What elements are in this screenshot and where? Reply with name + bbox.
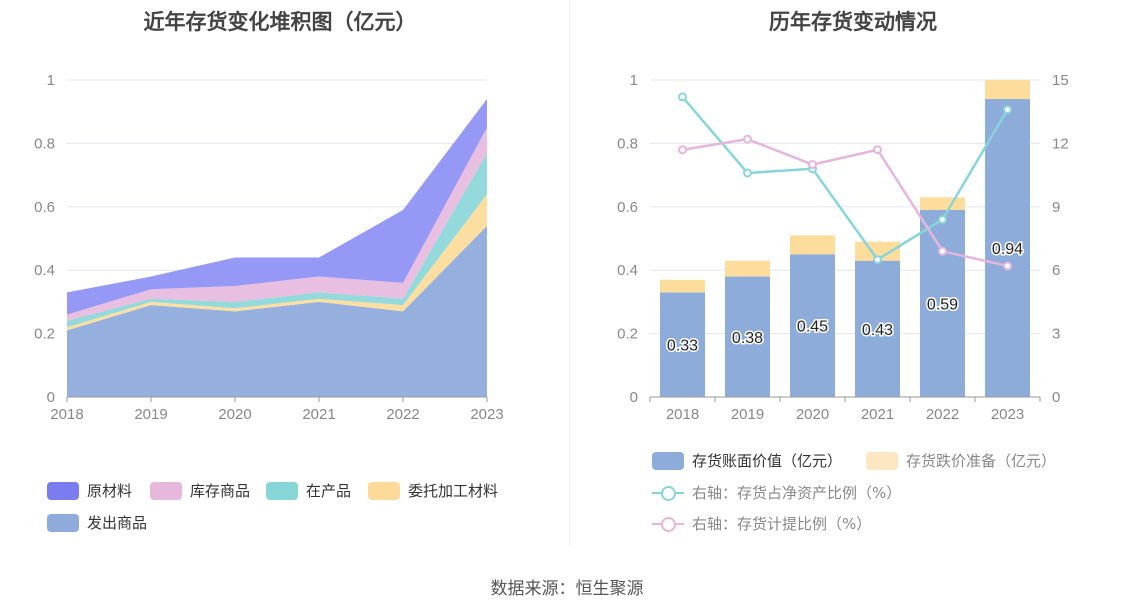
legend-label: 发出商品 xyxy=(87,514,148,532)
line-series-0 xyxy=(681,96,1009,262)
bar-1 xyxy=(985,80,1030,100)
line-point xyxy=(938,246,947,256)
y-tick-label: 0 xyxy=(630,389,638,406)
right-chart-title: 历年存货变动情况 xyxy=(769,10,937,34)
legend-swatch xyxy=(652,515,684,533)
y2-tick-label: 9 xyxy=(1052,199,1060,216)
line-point xyxy=(1003,105,1012,115)
x-tick-label: 2019 xyxy=(731,406,764,423)
x-tick-label: 2022 xyxy=(386,406,419,423)
bar-1 xyxy=(920,197,965,210)
legend-swatch xyxy=(652,484,684,502)
legend-swatch xyxy=(266,481,298,500)
y-tick-label: 0.2 xyxy=(617,326,638,343)
line-point xyxy=(938,214,947,224)
bar-value-label: 0.33 xyxy=(667,338,698,355)
area-3 xyxy=(67,127,487,321)
x-tick-label: 2018 xyxy=(666,406,699,423)
bar-value-label: 0.43 xyxy=(862,322,893,339)
y-tick-label: 0.4 xyxy=(617,262,638,279)
line-point xyxy=(873,255,882,265)
bar-1 xyxy=(855,241,900,261)
panel-divider xyxy=(569,0,570,545)
area-0 xyxy=(67,225,487,397)
legend-swatch xyxy=(47,513,79,532)
legend-item[interactable]: 存货跌价准备（亿元） xyxy=(866,450,1056,471)
y2-tick-label: 12 xyxy=(1052,135,1069,152)
bar-value-label: 0.45 xyxy=(797,319,828,336)
area-1 xyxy=(67,194,487,331)
bar-value-label: 0.59 xyxy=(927,296,958,313)
x-tick-label: 2021 xyxy=(302,406,335,423)
legend-item[interactable]: 原材料 xyxy=(47,480,132,501)
y-tick-label: 0.6 xyxy=(34,199,55,216)
legend-label: 原材料 xyxy=(87,482,133,500)
x-tick-label: 2023 xyxy=(991,406,1024,423)
stacked-area-chart: 0 0.2 0.4 0.6 0.8 1 2018 2019 2020 2021 2022 2023 xyxy=(34,72,504,423)
legend-label: 存货账面价值（亿元） xyxy=(692,452,843,470)
legend-item[interactable]: 存货账面价值（亿元） xyxy=(652,450,842,471)
y2-tick-label: 6 xyxy=(1052,262,1060,279)
area-4 xyxy=(67,99,487,315)
bar-1 xyxy=(725,260,770,277)
left-chart-title: 近年存货变化堆积图（亿元） xyxy=(143,10,417,34)
legend-swatch xyxy=(652,451,684,470)
legend-label: 库存商品 xyxy=(190,482,251,500)
y-tick-label: 1 xyxy=(630,72,638,89)
bar-0 xyxy=(855,260,900,397)
bar-value-label: 0.94 xyxy=(992,241,1023,258)
legend-label: 存货跌价准备（亿元） xyxy=(906,452,1057,470)
bar-1 xyxy=(790,235,835,255)
bar-0 xyxy=(660,292,705,397)
bar-1 xyxy=(660,279,705,293)
y2-tick-label: 3 xyxy=(1052,326,1060,343)
x-tick-label: 2020 xyxy=(218,406,251,423)
line-point xyxy=(873,145,882,155)
y2-tick-label: 15 xyxy=(1052,72,1069,89)
legend-label: 右轴：存货占净资产比例（%） xyxy=(692,484,902,502)
line-series-1 xyxy=(682,137,1008,268)
legend-swatch xyxy=(47,481,79,500)
y2-tick-label: 0 xyxy=(1052,389,1060,406)
line-point xyxy=(678,145,687,155)
y-tick-label: 0 xyxy=(47,389,55,406)
y-tick-label: 0.2 xyxy=(34,326,55,343)
legend-swatch xyxy=(866,451,898,470)
line-point xyxy=(743,134,752,144)
legend-item[interactable]: 库存商品 xyxy=(150,480,250,501)
bar-0 xyxy=(985,99,1030,398)
legend-item[interactable]: 右轴：存货计提比例（%） xyxy=(652,513,871,534)
y-tick-label: 0.6 xyxy=(617,199,638,216)
legend-item[interactable]: 在产品 xyxy=(266,480,351,501)
bar-0 xyxy=(790,254,835,397)
y-tick-label: 0.8 xyxy=(34,135,55,152)
line-point xyxy=(1003,261,1012,271)
legend-swatch xyxy=(150,481,182,500)
legend-item[interactable]: 发出商品 xyxy=(47,512,147,533)
legend-item[interactable]: 右轴：存货占净资产比例（%） xyxy=(652,482,901,503)
legend-label: 右轴：存货计提比例（%） xyxy=(692,515,872,533)
x-tick-label: 2023 xyxy=(470,406,503,423)
y-tick-label: 1 xyxy=(47,72,55,89)
bar-0 xyxy=(725,276,770,397)
legend-label: 在产品 xyxy=(306,482,352,500)
line-point xyxy=(678,92,687,102)
x-tick-label: 2018 xyxy=(50,406,83,423)
x-tick-label: 2019 xyxy=(134,406,167,423)
x-tick-label: 2022 xyxy=(926,406,959,423)
bar-0 xyxy=(920,209,965,397)
bar-line-chart: 0 0.2 0.4 0.6 0.8 1 0 3 6 9 12 15 0.33 0.38 0.45 0.43 0.… xyxy=(617,72,1069,423)
legend-swatch xyxy=(368,481,400,500)
x-tick-label: 2021 xyxy=(861,406,894,423)
x-tick-label: 2020 xyxy=(796,406,829,423)
data-source-note: 数据来源：恒生聚源 xyxy=(490,579,644,599)
legend-label: 委托加工材料 xyxy=(408,482,499,500)
y-tick-label: 0.8 xyxy=(617,135,638,152)
legend-item[interactable]: 委托加工材料 xyxy=(368,480,498,501)
y-tick-label: 0.4 xyxy=(34,262,55,279)
bar-value-label: 0.38 xyxy=(732,330,763,347)
line-point xyxy=(808,160,817,170)
line-point xyxy=(743,168,752,178)
